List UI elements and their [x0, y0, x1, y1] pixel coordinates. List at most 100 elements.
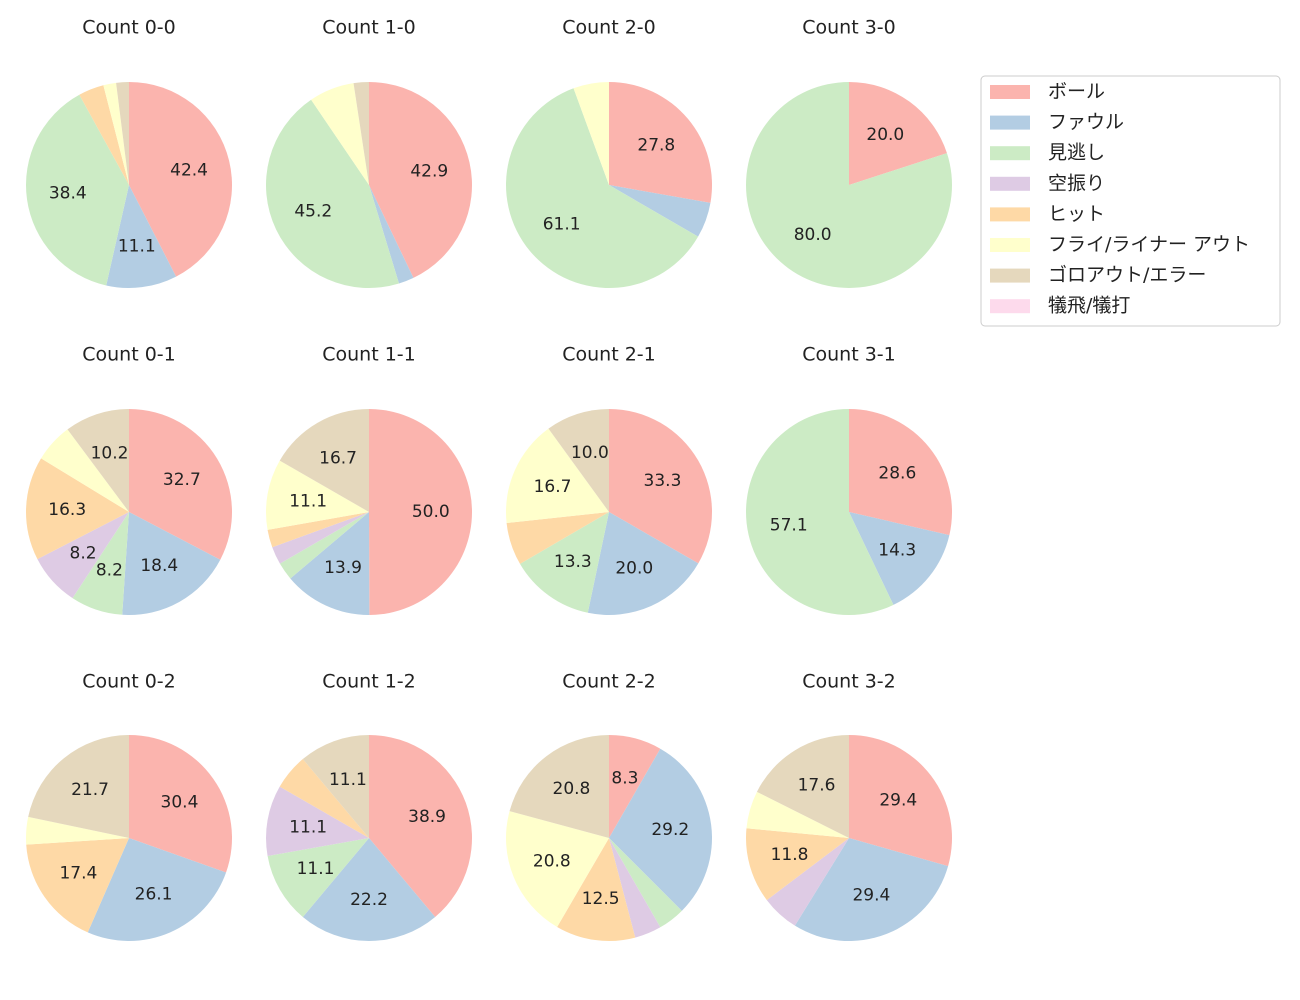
- pie-slice: [279, 759, 369, 838]
- pie-slice: [106, 185, 177, 289]
- pie-slice: [272, 512, 369, 564]
- legend-swatch: [990, 268, 1030, 283]
- slice-label: 16.7: [319, 448, 357, 468]
- pie-slice: [266, 786, 369, 857]
- legend-label: 見逃し: [1048, 142, 1105, 164]
- pie-slice: [302, 735, 369, 838]
- pie-slice: [279, 512, 369, 579]
- pie-slice: [369, 82, 472, 278]
- pie-slice: [557, 838, 636, 941]
- slice-label: 13.9: [324, 558, 362, 578]
- pie-title: Count 2-0: [562, 17, 656, 39]
- legend-swatch: [990, 85, 1030, 99]
- pie-title: Count 2-1: [562, 344, 656, 366]
- pie-slice: [267, 838, 369, 917]
- pie-slice: [746, 791, 849, 838]
- pie-slice: [573, 82, 609, 185]
- slice-label: 38.4: [49, 184, 87, 204]
- slice-label: 8.2: [96, 561, 123, 581]
- legend-label: ファウル: [1048, 111, 1124, 133]
- pie-slice: [609, 735, 661, 838]
- slice-label: 29.4: [879, 791, 917, 811]
- legend-swatch: [990, 146, 1030, 161]
- pie-slice: [290, 512, 370, 616]
- pie-slice: [25, 94, 129, 286]
- pie-title: Count 1-1: [322, 344, 416, 366]
- slice-label: 61.1: [543, 215, 581, 235]
- pie-slice: [369, 735, 472, 917]
- legend-label: フライ/ライナー アウト: [1048, 234, 1250, 256]
- pie-slice: [129, 735, 233, 873]
- slice-label: 20.8: [533, 851, 571, 871]
- slice-label: 18.4: [140, 556, 178, 576]
- pie-slice: [72, 512, 129, 615]
- pie-slice: [509, 735, 609, 838]
- pie-slice: [279, 409, 369, 512]
- pie-slice: [587, 512, 699, 615]
- pie-slice: [609, 185, 711, 237]
- pie-title: Count 0-1: [82, 344, 176, 366]
- slice-label: 11.8: [771, 845, 809, 865]
- slice-label: 20.0: [866, 125, 904, 145]
- legend-box: [980, 75, 1281, 327]
- legend-swatch: [990, 207, 1030, 222]
- pie-slice: [26, 816, 129, 845]
- pie-slice: [609, 82, 712, 203]
- slice-label: 45.2: [294, 202, 332, 222]
- pie-slice: [609, 748, 712, 911]
- slice-label: 12.5: [582, 889, 620, 909]
- slice-label: 50.0: [412, 502, 450, 522]
- slice-label: 8.2: [70, 543, 97, 563]
- slice-label: 30.4: [161, 792, 199, 812]
- pie-slice: [311, 83, 369, 185]
- legend-label: 空振り: [1048, 172, 1105, 194]
- legend-swatch: [990, 115, 1030, 130]
- slice-label: 10.2: [91, 443, 129, 463]
- pie-slice: [746, 409, 894, 615]
- pie-slice: [41, 429, 129, 512]
- pie-slice: [506, 88, 699, 288]
- pie-slice: [794, 838, 949, 941]
- pie-title: Count 0-0: [82, 17, 176, 39]
- pie-slice: [506, 512, 609, 564]
- slice-label: 11.1: [329, 770, 367, 790]
- slice-label: 42.4: [170, 160, 208, 180]
- pie-slice: [67, 409, 129, 512]
- pie-slice: [28, 735, 129, 838]
- pie-slice: [369, 185, 414, 284]
- slice-label: 20.0: [615, 558, 653, 578]
- pie-slice: [353, 82, 369, 185]
- pie-title: Count 3-0: [802, 17, 896, 39]
- slice-label: 14.3: [878, 541, 916, 561]
- slice-label: 33.3: [644, 471, 682, 491]
- pie-slice: [266, 460, 369, 530]
- pie-slice: [302, 838, 436, 941]
- pie-slice: [849, 735, 952, 867]
- slice-label: 17.4: [59, 863, 97, 883]
- slice-label: 16.7: [534, 477, 572, 497]
- pie-slice: [122, 512, 221, 615]
- pie-slice: [766, 838, 849, 926]
- legend-swatch: [990, 238, 1030, 252]
- pie-slice: [506, 811, 609, 927]
- pie-title: Count 1-0: [322, 17, 416, 39]
- pie-slice: [267, 512, 369, 548]
- slice-label: 16.3: [48, 500, 86, 520]
- pie-slice: [849, 512, 950, 605]
- slice-label: 11.1: [297, 859, 335, 879]
- pie-slice: [369, 409, 473, 615]
- slice-label: 13.3: [554, 552, 592, 572]
- pie-title: Count 2-2: [562, 671, 656, 693]
- pie-slice: [520, 512, 609, 613]
- slice-label: 8.3: [611, 768, 638, 788]
- pie-slice: [505, 428, 609, 523]
- legend-label: ヒット: [1048, 203, 1105, 225]
- slice-label: 26.1: [135, 885, 173, 905]
- slice-label: 17.6: [798, 775, 836, 795]
- pie-title: Count 3-1: [802, 344, 896, 366]
- slice-label: 10.0: [571, 443, 609, 463]
- pie-slice: [26, 458, 130, 560]
- slice-label: 29.2: [651, 820, 689, 840]
- legend-label: 犠飛/犠打: [1048, 295, 1130, 317]
- slice-label: 21.7: [71, 780, 109, 800]
